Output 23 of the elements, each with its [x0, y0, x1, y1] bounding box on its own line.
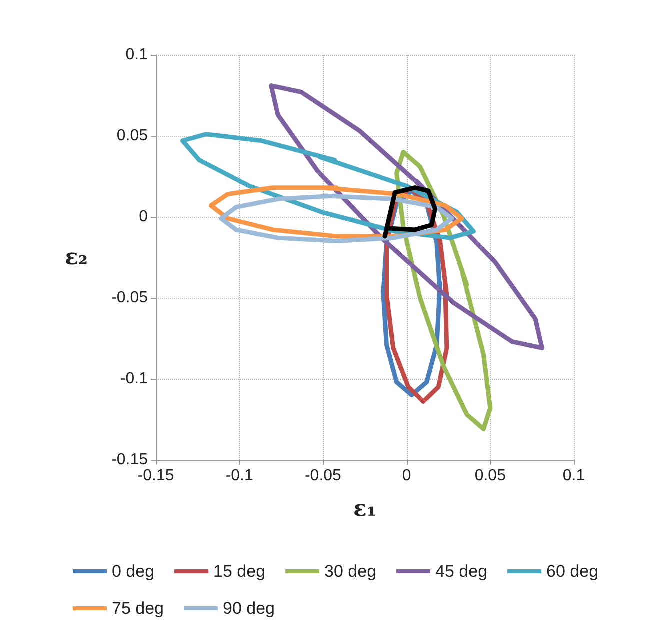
y-tick-label: 0: [139, 208, 148, 226]
legend-label: 30 deg: [324, 562, 377, 581]
x-tick-label: -0.15: [138, 468, 174, 484]
y-tick-label: -0.05: [112, 290, 148, 306]
line-series: [218, 194, 454, 244]
y-tick-label: -0.15: [112, 452, 148, 468]
legend-label: 60 deg: [546, 562, 599, 581]
line-series: [382, 186, 438, 239]
legend-label: 15 deg: [214, 562, 266, 581]
y-tick-label: 0.05: [116, 128, 148, 144]
x-tick-label: 0.05: [474, 468, 506, 484]
x-axis-title: ε₁: [353, 496, 377, 522]
x-tick-label: 0: [402, 468, 412, 484]
x-tick-label: 0.1: [562, 468, 586, 484]
y-tick-label: -0.1: [120, 370, 148, 388]
legend-label: 0 deg: [112, 562, 155, 581]
x-tick-label: -0.1: [226, 468, 254, 484]
legend-label: 90 deg: [222, 599, 275, 618]
legend-label: 75 deg: [112, 599, 164, 618]
y-tick-label: 0.1: [126, 46, 148, 64]
y-axis-title: ε₂: [64, 244, 88, 270]
x-tick-label: -0.05: [304, 468, 342, 484]
legend-label: 45 deg: [436, 562, 488, 581]
